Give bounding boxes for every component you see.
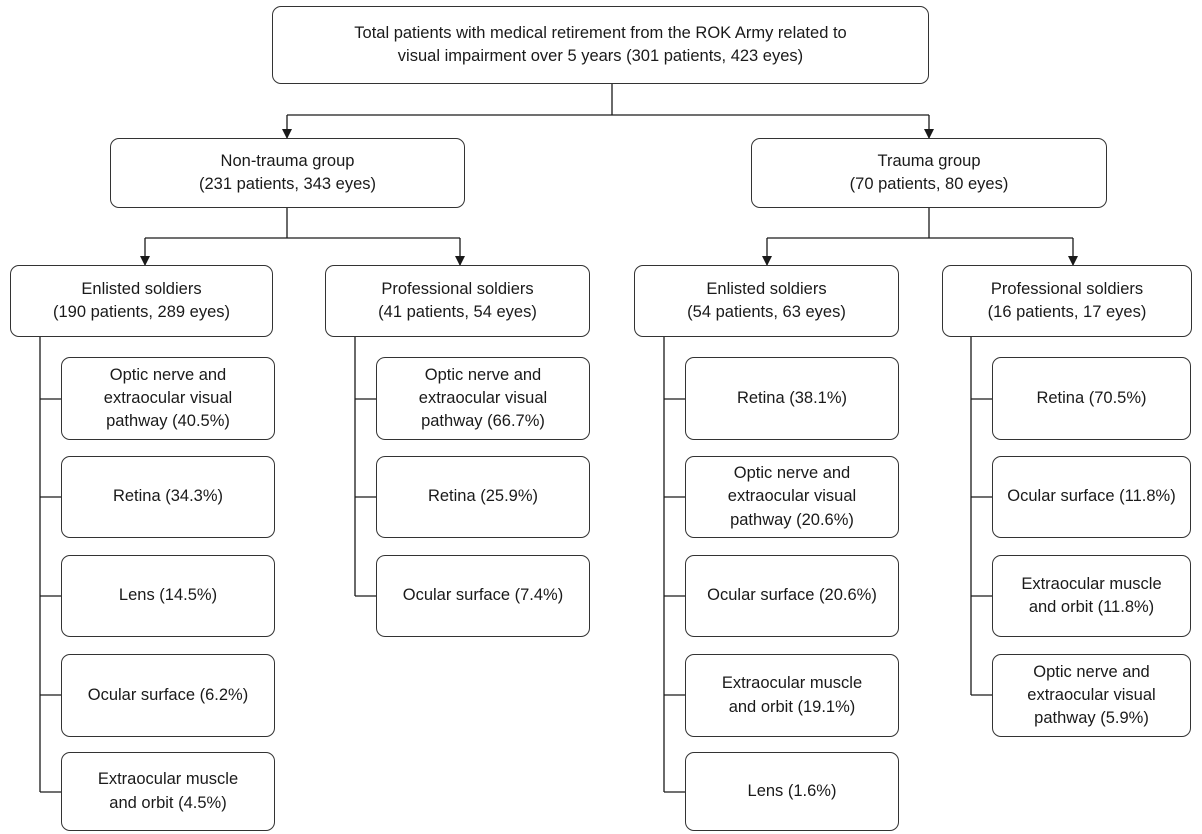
te-item-1-line-2: extraocular visual xyxy=(727,487,857,506)
tp-item-3-line-3: pathway (5.9%) xyxy=(1034,709,1149,728)
te-item-4-line-1: Lens (1.6%) xyxy=(747,781,837,800)
nte-item-0-line-2: extraocular visual xyxy=(103,388,233,407)
nte-item-0-line-1: Optic nerve and xyxy=(109,365,227,384)
tp-item-0: Retina (70.5%) xyxy=(992,357,1191,440)
ntp-item-1-line-1: Retina (25.9%) xyxy=(427,487,539,506)
trauma-professional-box: Professional soldiers (16 patients, 17 e… xyxy=(942,265,1192,337)
nte-item-2: Lens (14.5%) xyxy=(61,555,275,637)
non-trauma-enlisted-title: Enlisted soldiers xyxy=(81,279,202,298)
nte-item-0: Optic nerve and extraocular visual pathw… xyxy=(61,357,275,440)
trauma-enlisted-count: (54 patients, 63 eyes) xyxy=(687,303,846,321)
non-trauma-enlisted-count: (190 patients, 289 eyes) xyxy=(52,303,231,321)
tp-item-2-line-2: and orbit (11.8%) xyxy=(1028,598,1155,616)
te-item-3-line-2: and orbit (19.1%) xyxy=(728,697,856,716)
tp-item-0-line-1: Retina (70.5%) xyxy=(1036,388,1147,407)
nte-item-1-line-1: Retina (34.3%) xyxy=(112,487,224,506)
tp-item-1: Ocular surface (11.8%) xyxy=(992,456,1191,538)
te-item-2: Ocular surface (20.6%) xyxy=(685,555,899,637)
nte-item-0-line-3: pathway (40.5%) xyxy=(106,412,230,431)
nte-item-1: Retina (34.3%) xyxy=(61,456,275,538)
te-item-0-line-1: Retina (38.1%) xyxy=(736,388,848,407)
root-line-1: Total patients with medical retirement f… xyxy=(354,23,847,42)
te-item-2-line-1: Ocular surface (20.6%) xyxy=(707,586,877,605)
ntp-item-0-line-1: Optic nerve and xyxy=(424,365,542,384)
tp-item-3-line-2: extraocular visual xyxy=(1027,685,1156,704)
te-item-1-line-3: pathway (20.6%) xyxy=(730,510,854,529)
non-trauma-enlisted-box: Enlisted soldiers (190 patients, 289 eye… xyxy=(10,265,273,337)
nte-item-3: Ocular surface (6.2%) xyxy=(61,654,275,737)
nte-item-4: Extraocular muscle and orbit (4.5%) xyxy=(61,752,275,831)
ntp-item-2: Ocular surface (7.4%) xyxy=(376,555,590,637)
te-item-3: Extraocular muscle and orbit (19.1%) xyxy=(685,654,899,737)
ntp-item-1: Retina (25.9%) xyxy=(376,456,590,538)
root-line-2: visual impairment over 5 years (301 pati… xyxy=(397,47,804,65)
te-item-1: Optic nerve and extraocular visual pathw… xyxy=(685,456,899,538)
te-item-1-line-1: Optic nerve and xyxy=(733,464,851,483)
ntp-item-2-line-1: Ocular surface (7.4%) xyxy=(402,586,564,605)
trauma-professional-count: (16 patients, 17 eyes) xyxy=(987,303,1147,321)
te-item-0: Retina (38.1%) xyxy=(685,357,899,440)
root-box: Total patients with medical retirement f… xyxy=(272,6,929,84)
non-trauma-professional-box: Professional soldiers (41 patients, 54 e… xyxy=(325,265,590,337)
trauma-group-title: Trauma group xyxy=(877,151,981,170)
nte-item-4-line-2: and orbit (4.5%) xyxy=(109,793,227,812)
trauma-group-box: Trauma group (70 patients, 80 eyes) xyxy=(751,138,1107,208)
tp-item-3-line-1: Optic nerve and xyxy=(1033,662,1150,681)
trauma-professional-title: Professional soldiers xyxy=(990,279,1144,298)
tp-item-2-line-1: Extraocular muscle xyxy=(1021,574,1162,593)
non-trauma-group-count: (231 patients, 343 eyes) xyxy=(198,175,377,193)
nte-item-3-line-1: Ocular surface (6.2%) xyxy=(87,685,249,704)
trauma-group-count: (70 patients, 80 eyes) xyxy=(849,175,1009,193)
ntp-item-0: Optic nerve and extraocular visual pathw… xyxy=(376,357,590,440)
non-trauma-professional-count: (41 patients, 54 eyes) xyxy=(378,303,537,321)
nte-item-2-line-1: Lens (14.5%) xyxy=(118,586,218,605)
tp-item-3: Optic nerve and extraocular visual pathw… xyxy=(992,654,1191,737)
tp-item-1-line-1: Ocular surface (11.8%) xyxy=(1007,487,1176,506)
te-item-3-line-1: Extraocular muscle xyxy=(721,674,863,693)
non-trauma-professional-title: Professional soldiers xyxy=(381,279,534,298)
tp-item-2: Extraocular muscle and orbit (11.8%) xyxy=(992,555,1191,637)
trauma-enlisted-box: Enlisted soldiers (54 patients, 63 eyes) xyxy=(634,265,899,337)
nte-item-4-line-1: Extraocular muscle xyxy=(97,770,239,789)
ntp-item-0-line-3: pathway (66.7%) xyxy=(421,412,545,431)
te-item-4: Lens (1.6%) xyxy=(685,752,899,831)
trauma-enlisted-title: Enlisted soldiers xyxy=(706,279,827,298)
non-trauma-group-box: Non-trauma group (231 patients, 343 eyes… xyxy=(110,138,465,208)
ntp-item-0-line-2: extraocular visual xyxy=(418,388,548,407)
non-trauma-group-title: Non-trauma group xyxy=(220,151,355,170)
